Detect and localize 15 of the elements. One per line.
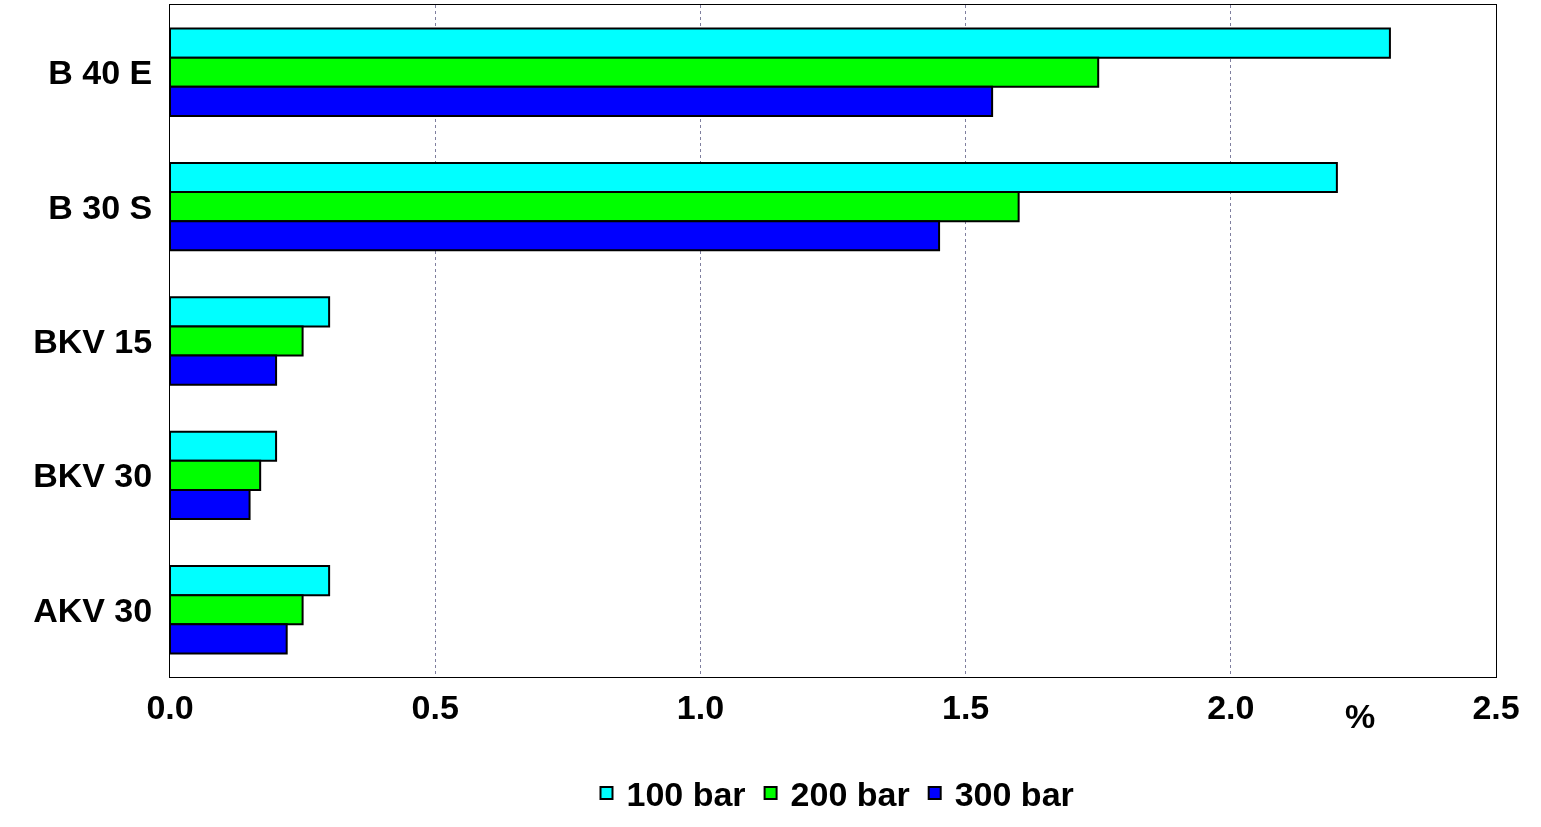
legend-label: 300 bar (954, 775, 1074, 814)
legend-label: 200 bar (790, 775, 910, 814)
x-tick-label: 2.5 (1472, 687, 1520, 726)
legend-label: 100 bar (626, 775, 746, 814)
x-tick-label: 1.0 (676, 687, 725, 726)
y-tick-label: B 40 E (48, 53, 153, 92)
x-tick-label: 0.0 (146, 687, 194, 726)
x-tick-label: 0.5 (411, 687, 459, 726)
y-tick-label: B 30 S (48, 187, 153, 226)
x-axis-title: % (1345, 697, 1376, 735)
x-tick-label: 1.5 (941, 687, 990, 726)
x-tick-label: 2.0 (1207, 687, 1255, 726)
y-tick-label: AKV 30 (33, 590, 153, 629)
y-tick-label: BKV 15 (33, 321, 153, 360)
y-tick-label: BKV 30 (33, 456, 153, 495)
